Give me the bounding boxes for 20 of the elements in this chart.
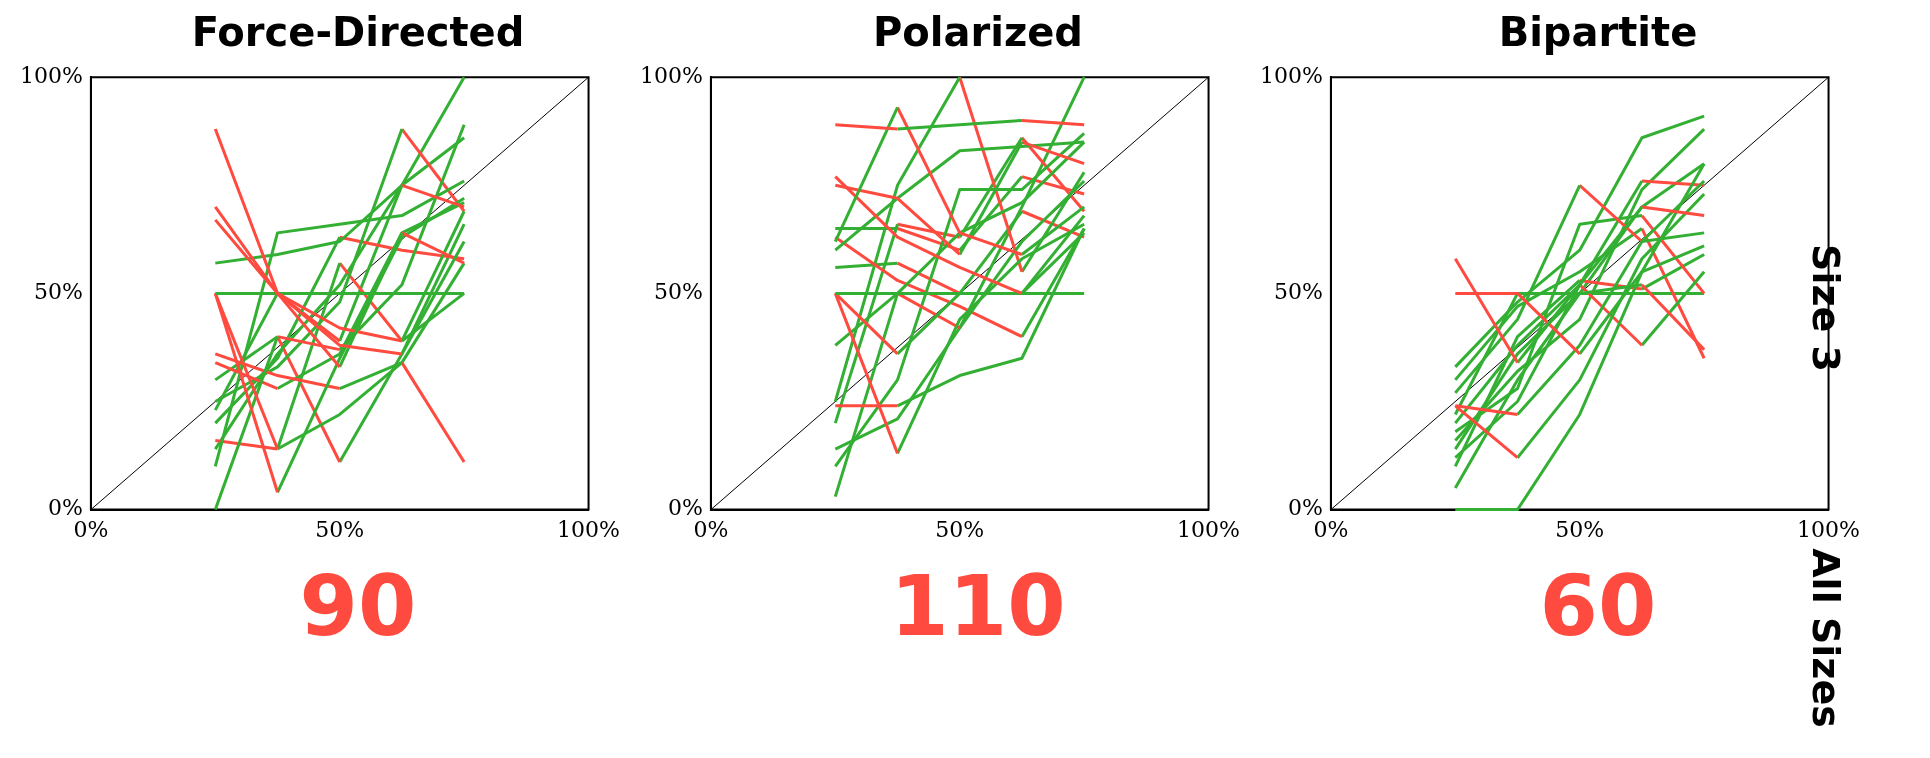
annotation: Size 3 (1804, 243, 1848, 374)
text: 110 (889, 556, 1067, 656)
y-tick-label: 100% (19, 62, 83, 88)
text: 90 (298, 556, 418, 656)
text: All Sizes (1804, 548, 1848, 728)
y-tick-label: 50% (1273, 279, 1323, 305)
x-tick-label: 50% (935, 516, 985, 542)
x-tick-label: 100% (557, 516, 621, 542)
x-tick-label: 100% (1177, 516, 1241, 542)
text: 60 (1539, 557, 1657, 655)
chart-title: Bipartite (1497, 8, 1699, 56)
y-tick-label: 100% (639, 62, 703, 88)
x-tick-label: 100% (1797, 516, 1861, 542)
x-tick-label: 50% (1555, 516, 1605, 542)
chart-title: Force-Directed (190, 8, 526, 56)
x-tick-label: 50% (315, 516, 365, 542)
y-tick-label: 100% (1259, 62, 1323, 88)
chart-title: Polarized (872, 8, 1084, 56)
y-tick-label: 50% (33, 279, 83, 305)
y-tick-label: 50% (653, 279, 703, 305)
